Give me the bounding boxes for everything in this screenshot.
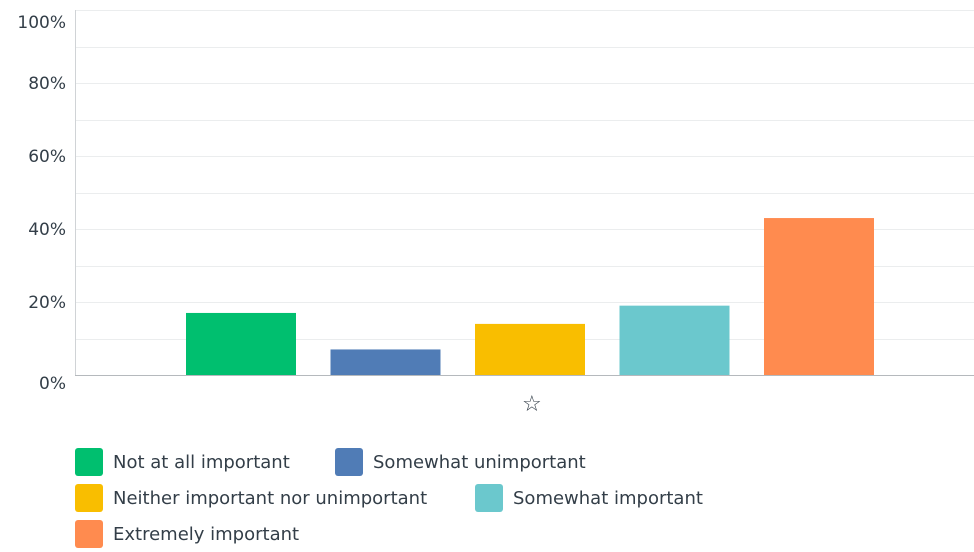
bar-not-at-all-important[interactable]	[186, 312, 296, 375]
bar-somewhat-important[interactable]	[619, 305, 730, 375]
y-tick-label: 0%	[39, 374, 66, 394]
legend-item-somewhat-important[interactable]: Somewhat important	[475, 484, 703, 512]
bar-extremely-important[interactable]	[764, 218, 874, 375]
legend: Not at all important Somewhat unimportan…	[75, 444, 775, 552]
y-tick-label: 40%	[28, 220, 66, 240]
legend-label: Extremely important	[113, 523, 300, 545]
legend-item-somewhat-unimportant[interactable]: Somewhat unimportant	[335, 448, 586, 476]
legend-swatch	[75, 520, 103, 548]
y-tick-label: 20%	[28, 293, 66, 313]
y-axis-tick-labels: 0% 20% 40% 60% 80% 100%	[17, 13, 66, 394]
legend-label: Somewhat important	[513, 487, 703, 509]
legend-swatch	[475, 484, 503, 512]
y-tick-label: 80%	[28, 74, 66, 94]
y-tick-label: 100%	[17, 13, 66, 33]
legend-item-extremely-important[interactable]: Extremely important	[75, 520, 299, 548]
star-outline-icon[interactable]: ☆	[522, 392, 542, 417]
bar-neither-important-nor-unimportant[interactable]	[475, 323, 585, 375]
legend-swatch	[75, 448, 103, 476]
bar-somewhat-unimportant[interactable]	[330, 349, 441, 375]
gridlines	[75, 10, 974, 340]
legend-swatch	[75, 484, 103, 512]
legend-label: Somewhat unimportant	[373, 451, 586, 473]
legend-row-3: Extremely important	[75, 516, 775, 552]
legend-label: Neither important nor unimportant	[113, 487, 428, 509]
legend-row-1: Not at all important Somewhat unimportan…	[75, 444, 775, 480]
bar-chart: 0% 20% 40% 60% 80% 100%	[17, 10, 974, 394]
legend-swatch	[335, 448, 363, 476]
legend-item-not-at-all-important[interactable]: Not at all important	[75, 448, 335, 476]
y-tick-label: 60%	[28, 147, 66, 167]
legend-label: Not at all important	[113, 451, 290, 473]
bars	[186, 218, 874, 375]
legend-row-2: Neither important nor unimportant Somewh…	[75, 480, 775, 516]
legend-item-neither-important-nor-unimportant[interactable]: Neither important nor unimportant	[75, 484, 475, 512]
